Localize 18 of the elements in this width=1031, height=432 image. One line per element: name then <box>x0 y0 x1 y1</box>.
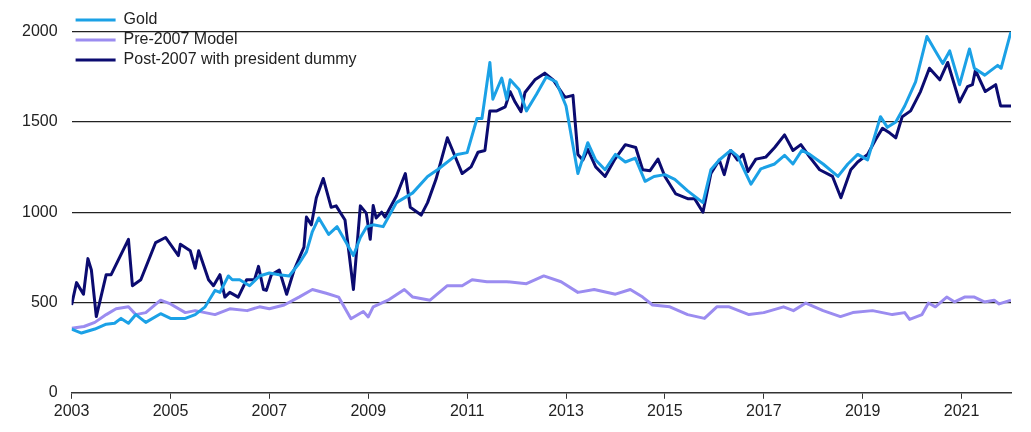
y-tick-label: 0 <box>48 383 58 401</box>
y-tick-label: 1500 <box>22 112 58 130</box>
x-tick-label: 2003 <box>53 401 90 419</box>
y-tick-label: 2000 <box>22 22 58 40</box>
y-tick-label: 1000 <box>22 202 58 220</box>
x-tick-label: 2005 <box>152 401 189 419</box>
x-tick-label: 2021 <box>943 401 980 419</box>
x-tick-label: 2015 <box>647 401 683 419</box>
legend-label: Pre-2007 Model <box>123 30 238 48</box>
x-tick-label: 2019 <box>844 401 881 419</box>
x-tick-label: 2013 <box>548 401 584 419</box>
x-tick-label: 2017 <box>745 401 782 419</box>
x-tick-label: 2011 <box>449 401 485 419</box>
y-tick-label: 500 <box>30 292 58 310</box>
x-tick-label: 2009 <box>350 401 387 419</box>
x-tick-label: 2007 <box>251 401 288 419</box>
legend-label: Post-2007 with president dummy <box>123 50 357 68</box>
legend-label: Gold <box>123 10 158 28</box>
